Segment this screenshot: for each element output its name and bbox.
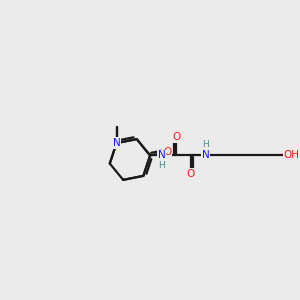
Text: O: O bbox=[163, 147, 171, 157]
Text: H: H bbox=[202, 140, 209, 149]
Text: N: N bbox=[202, 151, 210, 160]
Text: N: N bbox=[158, 151, 165, 160]
Text: O: O bbox=[187, 169, 195, 179]
Text: OH: OH bbox=[284, 151, 300, 160]
Text: O: O bbox=[172, 132, 180, 142]
Text: N: N bbox=[113, 138, 120, 148]
Text: H: H bbox=[158, 161, 165, 170]
